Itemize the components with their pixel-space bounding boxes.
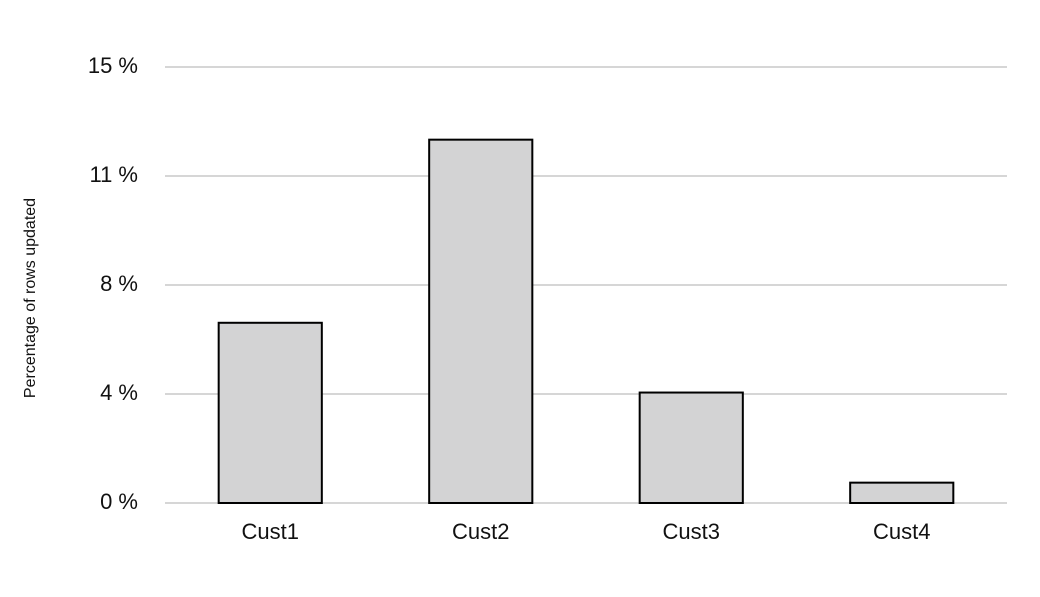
- bar: [638, 391, 744, 504]
- x-tick-label: Cust2: [452, 519, 509, 544]
- bar: [849, 481, 955, 504]
- y-tick-label: 4 %: [100, 380, 138, 405]
- bar: [428, 138, 534, 505]
- y-tick-label: 15 %: [88, 53, 138, 78]
- bar: [217, 321, 323, 504]
- y-tick-label: 8 %: [100, 271, 138, 296]
- y-tick-label: 0 %: [100, 489, 138, 514]
- x-tick-label: Cust4: [873, 519, 930, 544]
- y-tick-label: 11 %: [89, 162, 138, 187]
- y-axis-title: Percentage of rows updated: [22, 198, 39, 398]
- x-tick-label: Cust1: [242, 519, 299, 544]
- x-tick-label: Cust3: [663, 519, 720, 544]
